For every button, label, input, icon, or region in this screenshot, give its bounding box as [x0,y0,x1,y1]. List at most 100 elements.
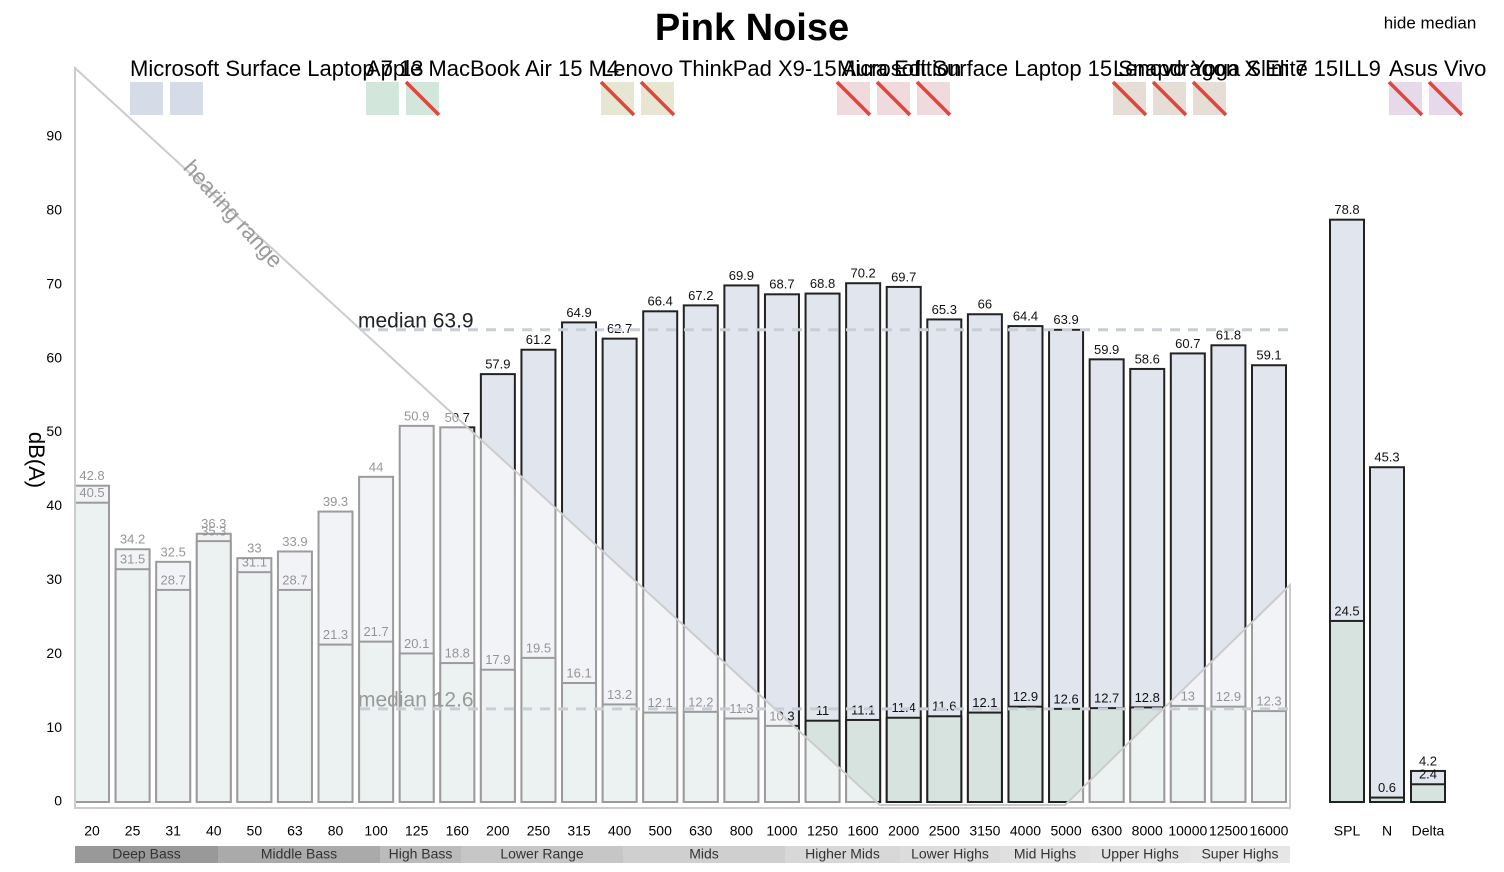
value-label: 64.9 [566,305,591,320]
legend-label: Asus Vivo [1389,56,1486,81]
value-label: 12.6 [1053,691,1078,706]
legend-disabled-slash [835,80,872,117]
legend-label: Lenovo ThinkPad X9-15 Aura Edition [601,56,961,81]
x-tick-label: 2000 [888,823,919,839]
value-label: 58.6 [1135,351,1160,366]
x-tick-label: 10000 [1168,823,1207,839]
x-tick-label: 16000 [1250,823,1289,839]
value-label: 11 [816,703,830,718]
value-label: 11.1 [851,702,875,717]
value-label: 59.9 [1094,342,1119,357]
x-tick-label: 315 [567,823,591,839]
value-label: 12.1 [972,695,997,710]
x-tick-label: 20 [84,823,100,839]
y-tick-label: 10 [46,719,62,735]
legend-disabled-slash [1111,80,1148,117]
value-label: 67.2 [688,288,713,303]
value-label: 57.9 [485,357,510,372]
x-tick-label: 630 [689,823,713,839]
summary-tick-label: Delta [1412,823,1445,839]
legend-disabled-slash [404,80,441,117]
legend-disabled-slash [1191,80,1228,117]
band [785,846,900,863]
chart-title: Pink Noise [655,7,849,49]
bar [1007,705,1044,804]
hide-median-button[interactable]: hide median [1384,13,1477,32]
x-tick-label: 100 [364,823,388,839]
x-tick-label: 200 [486,823,510,839]
legend-label: Microsoft Surface Laptop 7 13 [130,56,424,81]
legend-label: Lenovo Yoga Slim 7 15ILL9 [1113,56,1381,81]
value-label: 4.2 [1419,753,1437,768]
band-label: Middle Bass [261,846,337,862]
y-tick-label: 60 [46,349,62,365]
bar [804,292,841,803]
x-tick-label: 3150 [969,823,1000,839]
legend-disabled-slash [875,80,912,117]
x-tick-label: 50 [247,823,263,839]
x-tick-label: 2500 [929,823,960,839]
value-label: 12.9 [1013,689,1038,704]
value-label: 65.3 [932,302,957,317]
bar [1048,707,1085,803]
legend-disabled-slash [599,80,636,117]
value-label: 24.5 [1334,603,1359,618]
x-tick-label: 250 [527,823,551,839]
band [1190,846,1290,863]
x-tick-label: 63 [287,823,303,839]
value-label: 68.7 [769,277,794,292]
value-label: 64.4 [1013,309,1038,324]
y-axis-label: dB(A) [24,432,49,488]
value-label: 11.6 [932,699,956,714]
bar [1369,796,1405,803]
median-label: median 63.9 [358,309,474,332]
value-label: 0.6 [1378,780,1396,795]
bar [966,711,1003,803]
value-label: 66.4 [648,294,673,309]
x-tick-label: 800 [730,823,754,839]
y-tick-label: 90 [46,128,62,144]
x-tick-label: 80 [328,823,344,839]
x-tick-label: 1600 [848,823,879,839]
band [75,846,218,863]
value-label: 69.7 [891,269,916,284]
summary-tick-label: SPL [1334,823,1361,839]
y-tick-label: 80 [46,202,62,218]
value-label: 12.8 [1135,690,1160,705]
band-label: Deep Bass [112,846,180,862]
band [1090,846,1190,863]
legend-swatch[interactable] [170,82,203,115]
value-label: 60.7 [1175,336,1200,351]
value-label: 45.3 [1374,450,1399,465]
band-label: Higher Mids [805,846,880,862]
legend-disabled-slash [1427,80,1464,117]
value-label: 59.1 [1256,348,1281,363]
band-label: Lower Highs [911,846,989,862]
band [380,846,461,863]
legend-swatch[interactable] [130,82,163,115]
x-tick-label: 500 [649,823,673,839]
x-tick-label: 400 [608,823,632,839]
band [461,846,623,863]
legend-swatch[interactable] [366,82,399,115]
value-label: 69.9 [729,268,754,283]
band-label: Super Highs [1201,846,1278,862]
value-label: 70.2 [850,266,875,281]
value-label: 78.8 [1334,202,1359,217]
legend-disabled-slash [639,80,676,117]
band [1000,846,1090,863]
value-label: 2.4 [1419,767,1437,782]
band [900,846,1000,863]
x-tick-label: 5000 [1050,823,1081,839]
hearing-range [74,65,1291,809]
x-tick-label: 40 [206,823,222,839]
band-label: Mids [689,846,719,862]
x-tick-label: 4000 [1010,823,1041,839]
x-tick-label: 1250 [807,823,838,839]
bar [885,285,922,803]
x-tick-label: 160 [446,823,470,839]
bar [1410,783,1446,803]
legend-disabled-slash [915,80,952,117]
value-label: 63.9 [1053,312,1078,327]
x-tick-label: 125 [405,823,429,839]
